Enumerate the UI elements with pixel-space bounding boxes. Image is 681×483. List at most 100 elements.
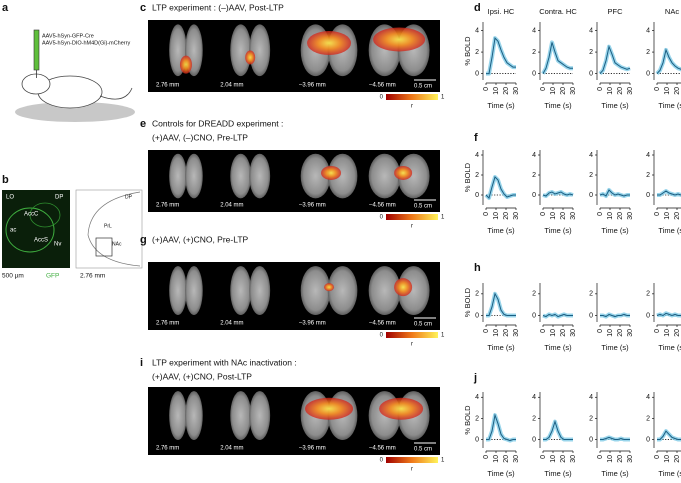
x-tick-label: 20 xyxy=(617,455,624,463)
y-tick-label: 4 xyxy=(532,152,536,159)
y-tick-label: 0 xyxy=(646,312,650,319)
x-tick-label: 20 xyxy=(503,455,510,463)
hemisphere xyxy=(185,266,203,316)
y-tick-label: 0 xyxy=(589,312,593,319)
y-tick-label: 2 xyxy=(589,291,593,298)
x-tick-label: 10 xyxy=(493,87,500,95)
chart-title: NAc xyxy=(665,7,679,16)
x-tick-label: 10 xyxy=(664,212,671,220)
hemisphere xyxy=(249,391,271,441)
hemisphere xyxy=(230,153,252,199)
y-tick-label: 0 xyxy=(646,192,650,199)
bold-line xyxy=(656,48,681,74)
x-tick-label: 10 xyxy=(607,329,614,337)
y-tick-label: 0 xyxy=(475,436,479,443)
x-tick-label: 10 xyxy=(550,87,557,95)
x-tick-label: 20 xyxy=(503,329,510,337)
slice-label: –3.96 mm xyxy=(299,203,326,209)
y-tick-label: 2 xyxy=(589,172,593,179)
panel-label: f xyxy=(474,132,478,144)
y-tick-label: 2 xyxy=(532,291,536,298)
activation xyxy=(305,397,354,420)
hemisphere xyxy=(397,266,430,316)
x-tick-label: 20 xyxy=(674,455,681,463)
hemisphere xyxy=(230,391,252,441)
x-tick-label: 0 xyxy=(540,329,547,333)
atlas-label: NAc xyxy=(112,241,122,247)
slice-label: –4.56 mm xyxy=(369,446,396,452)
y-tick-label: 0 xyxy=(475,70,479,77)
colorbar xyxy=(386,214,438,220)
bold-line xyxy=(657,190,681,196)
y-tick-label: 2 xyxy=(589,415,593,422)
x-tick-label: 20 xyxy=(674,87,681,95)
colorbar-max: 1 xyxy=(441,215,445,221)
x-tick-label: 30 xyxy=(627,455,634,463)
chart-title: Ipsi. HC xyxy=(488,7,515,16)
y-tick-label: 0 xyxy=(589,192,593,199)
x-tick-label: 20 xyxy=(617,212,624,220)
panel-title: (+)AAV, (+)CNO, Post-LTP xyxy=(152,371,252,381)
y-axis-label: % BOLD xyxy=(463,162,472,192)
y-tick-label: 4 xyxy=(589,27,593,34)
x-axis-label: Time (s) xyxy=(544,469,572,478)
scale-label: 500 µm xyxy=(2,273,24,280)
colorbar-max: 1 xyxy=(441,95,445,101)
x-tick-label: 30 xyxy=(513,455,520,463)
x-tick-label: 20 xyxy=(674,212,681,220)
hemisphere xyxy=(185,153,203,199)
y-tick-label: 2 xyxy=(646,49,650,56)
y-axis-label: % BOLD xyxy=(463,405,472,435)
colorbar-max: 1 xyxy=(441,333,445,339)
activation xyxy=(321,165,342,180)
colorbar xyxy=(386,94,438,100)
slice-label: 2.04 mm xyxy=(220,203,243,209)
y-tick-label: 0 xyxy=(589,436,593,443)
x-tick-label: 30 xyxy=(627,87,634,95)
x-tick-label: 20 xyxy=(617,329,624,337)
y-tick-label: 2 xyxy=(532,49,536,56)
slice-label: –3.96 mm xyxy=(299,446,326,452)
y-tick-label: 4 xyxy=(589,152,593,159)
slice-label: 2.76 mm xyxy=(156,446,179,452)
x-tick-label: 30 xyxy=(513,212,520,220)
x-tick-label: 10 xyxy=(607,212,614,220)
y-tick-label: 4 xyxy=(475,152,479,159)
slice-label: –4.56 mm xyxy=(369,321,396,327)
activation xyxy=(394,278,413,297)
hemisphere xyxy=(169,153,187,199)
hemisphere xyxy=(368,153,401,199)
y-tick-label: 0 xyxy=(532,312,536,319)
atlas-label: DP xyxy=(125,194,133,200)
x-tick-label: 20 xyxy=(560,87,567,95)
x-tick-label: 0 xyxy=(597,87,604,91)
colorbar xyxy=(386,332,438,338)
x-axis-label: Time (s) xyxy=(601,101,629,110)
x-axis-label: Time (s) xyxy=(658,226,681,235)
panel-title: Controls for DREADD experiment : xyxy=(152,118,283,128)
y-tick-label: 4 xyxy=(475,394,479,401)
y-tick-label: 0 xyxy=(532,436,536,443)
x-tick-label: 10 xyxy=(664,329,671,337)
y-tick-label: 0 xyxy=(475,312,479,319)
y-tick-label: 4 xyxy=(589,394,593,401)
x-tick-label: 0 xyxy=(483,329,490,333)
x-tick-label: 0 xyxy=(654,212,661,216)
hemisphere xyxy=(249,24,271,77)
y-tick-label: 0 xyxy=(646,70,650,77)
y-tick-label: 2 xyxy=(532,172,536,179)
bold-line xyxy=(486,37,516,75)
activation xyxy=(379,397,424,420)
bold-line xyxy=(600,313,630,318)
colorbar-label: r xyxy=(411,104,413,110)
x-tick-label: 0 xyxy=(483,212,490,216)
bold-line xyxy=(656,312,681,317)
vector-label: AAV5-hSyn-DIO-hM4D(Gi)-mCherry xyxy=(42,40,130,46)
slice-label: –4.56 mm xyxy=(369,83,396,89)
x-tick-label: 30 xyxy=(627,212,634,220)
x-tick-label: 20 xyxy=(560,455,567,463)
scale-label: 0.5 cm xyxy=(414,84,432,90)
x-tick-label: 30 xyxy=(627,329,634,337)
bold-line xyxy=(657,430,681,440)
